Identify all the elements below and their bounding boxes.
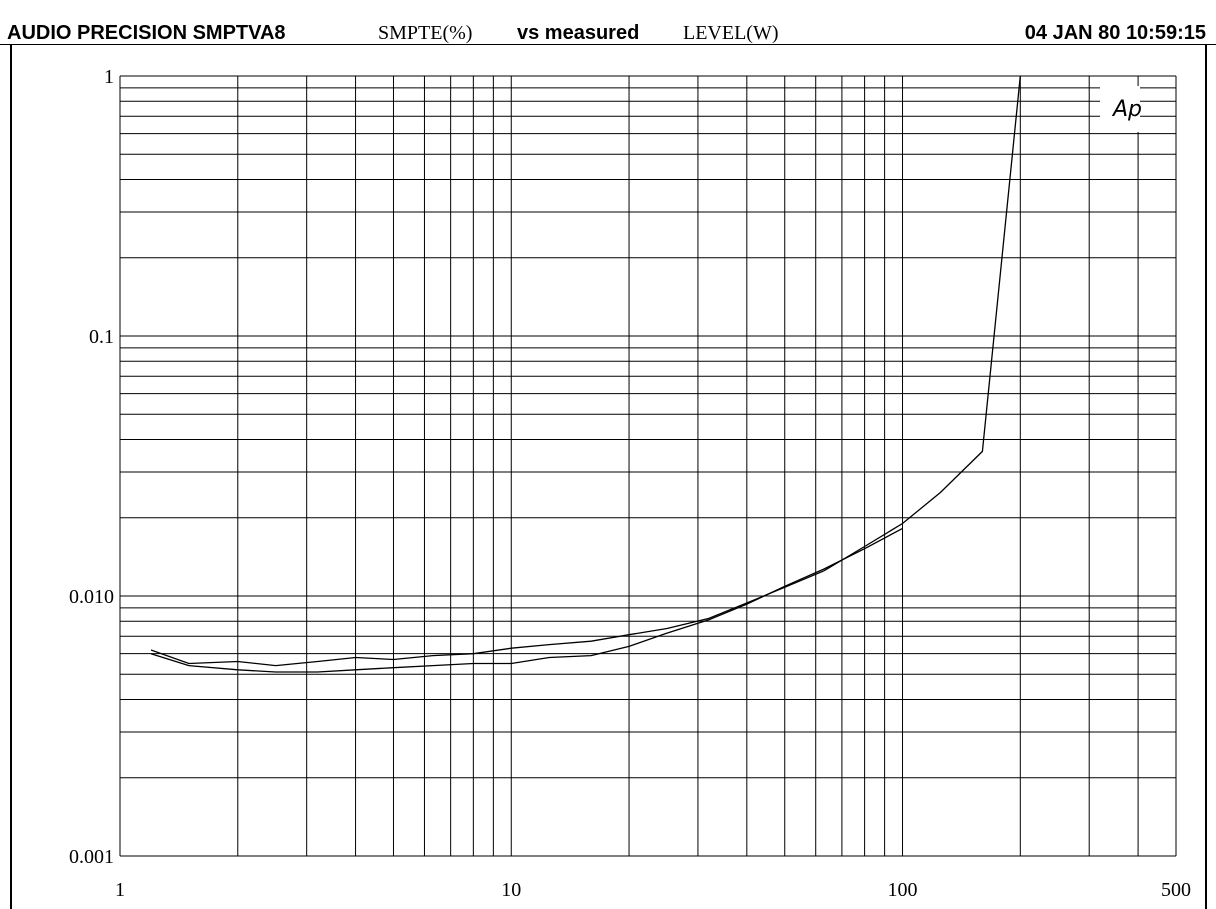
timestamp: 04 JAN 80 10:59:15: [1024, 22, 1206, 44]
tick-labels: 1 10 100 500 1 0.1 0.010 0.001: [69, 66, 1191, 901]
left-border: [10, 44, 12, 909]
chart-header: AUDIO PRECISION SMPTVA8 SMPTE(%) vs meas…: [0, 0, 1216, 45]
x-axis-label: LEVEL(W): [683, 22, 779, 44]
x-tick-label: 10: [501, 879, 521, 901]
x-tick-label: 1: [115, 879, 125, 901]
vs-label: vs measured: [517, 22, 640, 44]
y-tick-label: 1: [104, 66, 114, 88]
series-line-1: [150, 75, 1021, 667]
y-tick-label: 0.001: [69, 846, 114, 868]
logo-background: [1100, 86, 1140, 132]
y-axis-label: SMPTE(%): [378, 22, 473, 44]
ap-logo: Ap: [1100, 86, 1142, 132]
chart-title: AUDIO PRECISION SMPTVA8: [7, 22, 286, 44]
ap-logo-text: Ap: [1111, 97, 1142, 122]
grid: [119, 75, 1177, 857]
series-group: [150, 75, 1021, 673]
x-tick-label: 500: [1161, 879, 1191, 901]
y-tick-label: 0.010: [69, 586, 114, 608]
series-line-2: [150, 527, 903, 673]
y-tick-label: 0.1: [89, 326, 114, 348]
right-border: [1205, 44, 1207, 909]
x-tick-label: 100: [888, 879, 918, 901]
